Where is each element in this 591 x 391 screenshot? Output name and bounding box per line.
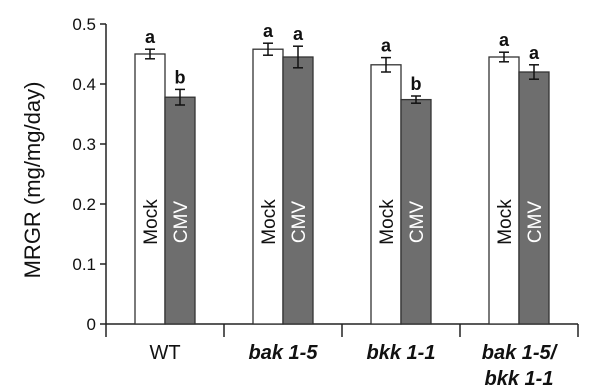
y-tick-label: 0 — [87, 315, 96, 334]
significance-letter: b — [411, 74, 422, 94]
bar-cmv — [400, 98, 432, 325]
category-label: bak 1-5 — [249, 342, 319, 364]
significance-letter: a — [145, 27, 156, 47]
significance-letter: a — [293, 24, 304, 44]
significance-letter: a — [381, 36, 392, 56]
bar-label-cmv: CMV — [171, 201, 192, 244]
bar-mock — [252, 48, 284, 325]
bar-mock — [134, 53, 166, 325]
bar-label-mock: Mock — [259, 199, 280, 245]
bar-label-mock: Mock — [141, 199, 162, 245]
category-label: WT — [149, 342, 180, 364]
y-axis-title: MRGR (mg/mg/day) — [20, 82, 45, 279]
category-label: bkk 1-1 — [485, 368, 554, 390]
bar-cmv — [518, 71, 550, 325]
significance-letter: a — [529, 43, 540, 63]
x-axis: WT bak 1-5 bkk 1-1 bak 1-5/bkk 1-1 — [105, 323, 579, 390]
bar-label-cmv: CMV — [525, 201, 546, 244]
bars: a Mock b CMV a Mock a CMV a Mock b CMV a Mock a CMV — [134, 21, 550, 325]
bar-label-mock: Mock — [495, 199, 516, 245]
bar-label-mock: Mock — [377, 199, 398, 245]
bar-label-cmv: CMV — [289, 201, 310, 244]
bar-mock — [488, 56, 520, 325]
significance-letter: b — [175, 67, 186, 87]
significance-letter: a — [499, 30, 510, 50]
y-tick-label: 0.3 — [72, 135, 96, 154]
y-tick-label: 0.5 — [72, 15, 96, 34]
y-axis: 0 0.1 0.2 0.3 0.4 0.5 — [72, 15, 107, 334]
category-label: bkk 1-1 — [367, 342, 436, 364]
bar-label-cmv: CMV — [407, 201, 428, 244]
category-label: bak 1-5/ — [482, 342, 559, 364]
bar-cmv — [282, 56, 314, 325]
y-tick-label: 0.2 — [72, 195, 96, 214]
y-tick-label: 0.1 — [72, 255, 96, 274]
significance-letter: a — [263, 21, 274, 41]
y-tick-label: 0.4 — [72, 75, 96, 94]
bar-mock — [370, 64, 402, 325]
bar-cmv — [164, 96, 196, 325]
